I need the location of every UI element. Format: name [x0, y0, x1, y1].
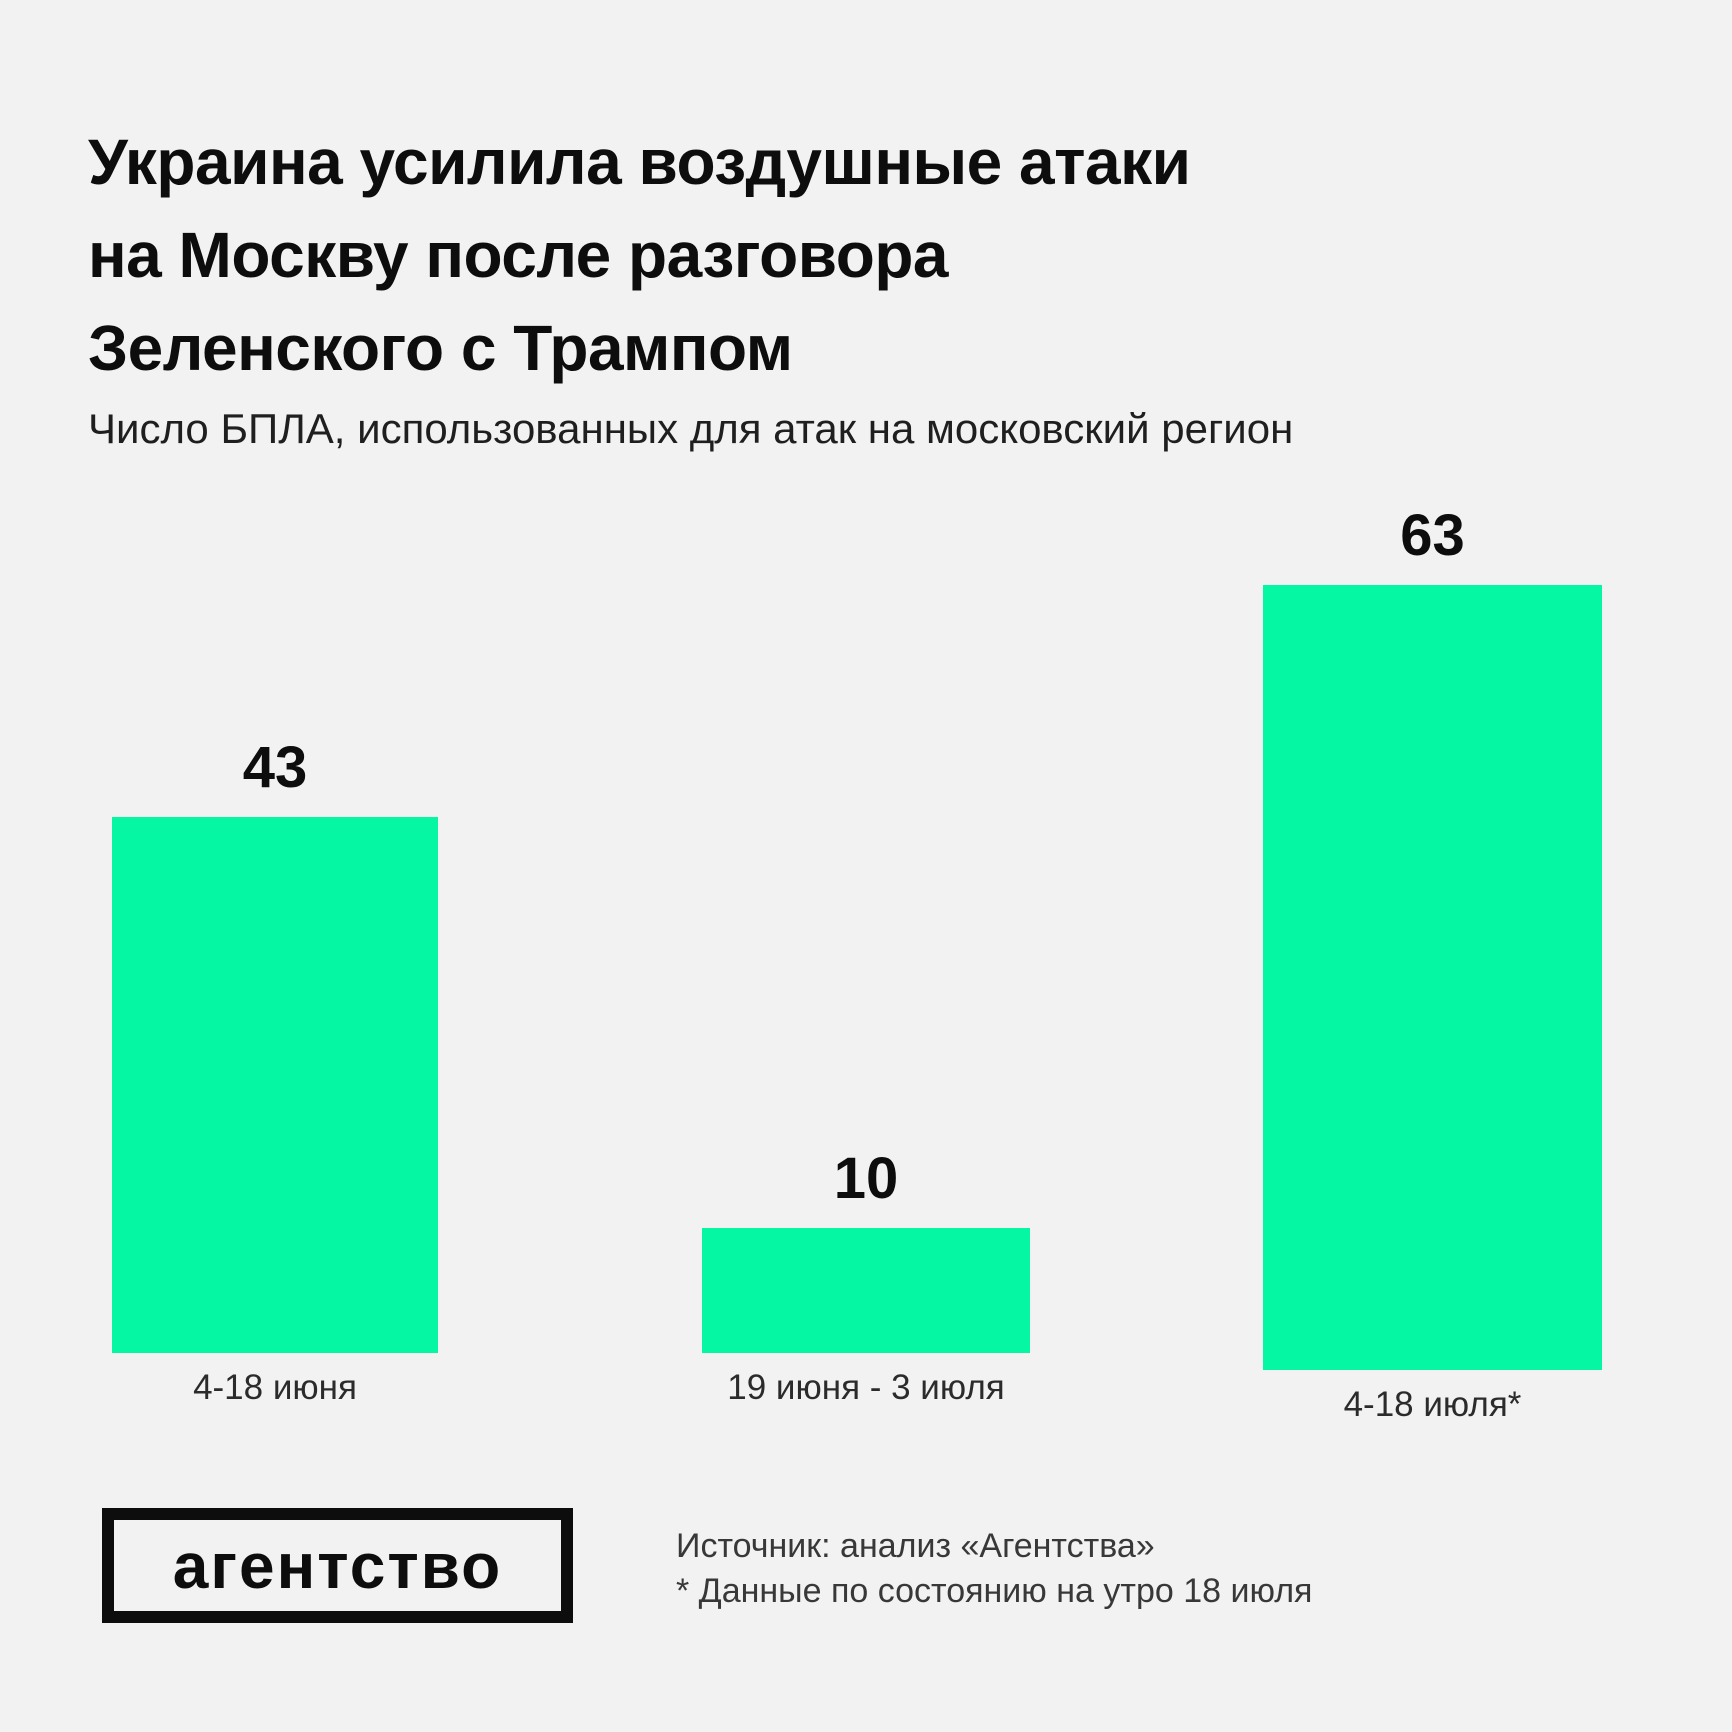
bar	[702, 1228, 1030, 1353]
title-line-2: на Москву после разговора	[88, 219, 949, 291]
footnote-line: * Данные по состоянию на утро 18 июля	[676, 1572, 1313, 1610]
chart-subtitle: Число БПЛА, использованных для атак на м…	[88, 405, 1294, 452]
title-line-3: Зеленского с Трампом	[88, 312, 793, 384]
bar-category-label: 4-18 июня	[193, 1368, 357, 1407]
bar	[1263, 585, 1602, 1370]
source-line: Источник: анализ «Агентства»	[676, 1527, 1155, 1565]
agentstvo-logo: агентство	[102, 1508, 573, 1623]
bar-value-label: 43	[242, 735, 308, 800]
agentstvo-logo-text: агентство	[172, 1529, 503, 1602]
bar-value-label: 63	[1400, 503, 1465, 568]
bar-value-label: 10	[833, 1146, 899, 1211]
bar-category-label: 4-18 июля*	[1343, 1385, 1522, 1424]
bar-category-label: 19 июня - 3 июля	[727, 1368, 1005, 1407]
title-line-1: Украина усилила воздушные атаки	[88, 126, 1191, 198]
bar	[112, 817, 438, 1353]
page-title: Украина усилила воздушные атаки на Москв…	[88, 116, 1191, 395]
source-block: Источник: анализ «Агентства» * Данные по…	[676, 1524, 1312, 1614]
